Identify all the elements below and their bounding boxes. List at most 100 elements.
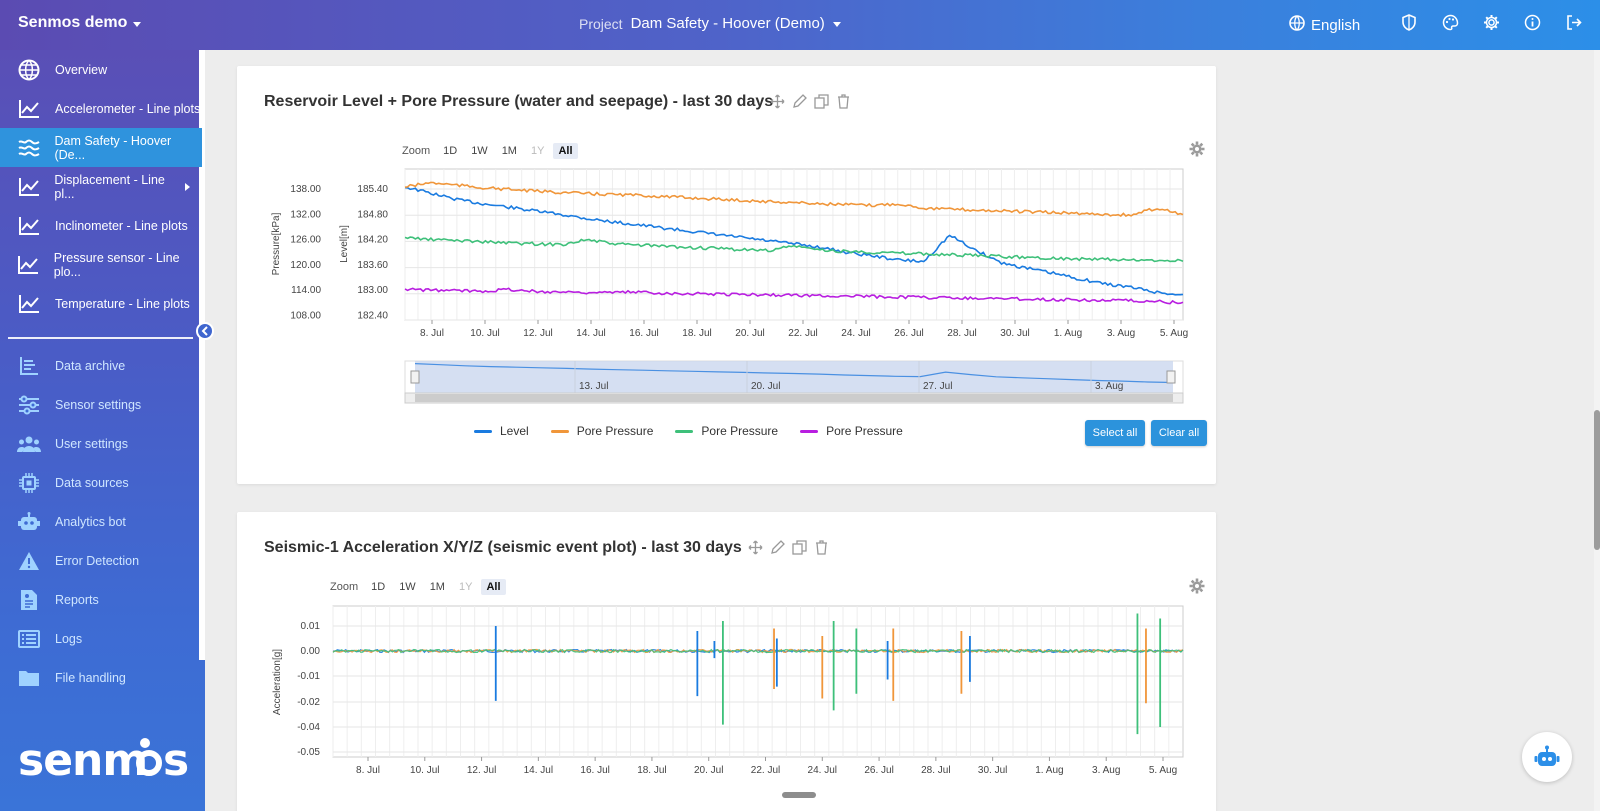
x-tick-label: 24. Jul [841,328,870,339]
y-axis-label: Acceleration[g] [272,649,283,715]
chart-settings-gear-icon[interactable] [1189,141,1205,157]
list-icon [17,627,41,651]
shield-icon[interactable] [1400,13,1418,31]
senmos-logo: senm s [18,735,189,796]
y-left-tick-label: 126.00 [290,235,321,246]
x-tick-label: 12. Jul [467,765,496,776]
sidebar-item-accelerometer[interactable]: Accelerometer - Line plots [0,89,202,128]
zoom-1m-button[interactable]: 1M [429,581,445,593]
chart-settings-gear-icon[interactable] [1189,578,1205,594]
legend-item-pore-pressure-3[interactable]: Pore Pressure [800,424,903,438]
clear-all-button[interactable]: Clear all [1151,420,1207,446]
sidebar-item-logs[interactable]: Logs [0,619,202,658]
gear-icon[interactable] [1482,13,1500,31]
project-selector[interactable]: Project Dam Safety - Hoover (Demo) [579,15,841,32]
edit-icon[interactable] [769,539,785,555]
x-tick-label: 10. Jul [470,328,499,339]
sidebar-item-label: Displacement - Line pl... [54,172,165,201]
legend-item-pore-pressure-1[interactable]: Pore Pressure [550,424,653,438]
x-tick-label: 20. Jul [735,328,764,339]
sidebar-item-user-settings[interactable]: User settings [0,424,202,463]
navigator-series [414,363,1174,384]
move-icon[interactable] [747,539,763,555]
workspace-name: Senmos demo [18,14,128,31]
navigator-label: 13. Jul [579,381,608,392]
chat-bot-button[interactable] [1522,732,1572,782]
horizontal-scroll-handle[interactable] [782,792,816,798]
logout-icon[interactable] [1564,13,1582,31]
reservoir-chart[interactable]: 138.00 132.00 126.00 120.00 114.00 108.00 185.… [237,66,1216,484]
x-tick-label: 8. Jul [356,765,380,776]
select-all-button[interactable]: Select all [1085,420,1145,446]
zoom-all-button[interactable]: All [481,579,506,595]
sidebar-item-data-archive[interactable]: Data archive [0,346,202,385]
sidebar-item-data-sources[interactable]: Data sources [0,463,202,502]
series-line-0 [404,186,1184,296]
sidebar-item-label: Sensor settings [55,397,142,412]
zoom-controls: Zoom 1D 1W 1M 1Y All [330,579,506,595]
legend-item-pore-pressure-2[interactable]: Pore Pressure [675,424,778,438]
card-title: Reservoir Level + Pore Pressure (water a… [264,93,774,110]
workspace-selector[interactable]: Senmos demo [18,14,142,32]
page-scrollbar-thumb[interactable] [1594,410,1600,550]
x-tick-label: 30. Jul [1000,328,1029,339]
seismic-chart[interactable]: 0.01 0.00 -0.01 -0.02 -0.04 -0.05 Acceleration… [237,512,1216,811]
y-level-tick-label: 183.60 [357,260,388,271]
sidebar-item-label: Reports [55,592,99,607]
trash-icon[interactable] [813,539,829,555]
y-left-tick-label: 132.00 [290,209,321,220]
x-tick-label: 26. Jul [864,765,893,776]
legend-item-level[interactable]: Level [474,424,529,438]
line-chart-icon [17,214,41,238]
sidebar-scrollbar[interactable] [199,50,205,660]
globe-icon [17,58,41,82]
copy-icon[interactable] [791,539,807,555]
trash-icon[interactable] [835,93,851,109]
sidebar-item-overview[interactable]: Overview [0,50,202,89]
zoom-all-button[interactable]: All [553,143,578,159]
chart-card-reservoir: Reservoir Level + Pore Pressure (water a… [237,66,1216,484]
top-bar: Senmos demo Project Dam Safety - Hoover … [0,0,1600,50]
x-tick-label: 22. Jul [751,765,780,776]
sidebar-item-displacement[interactable]: Displacement - Line pl... [0,167,202,206]
zoom-1d-button[interactable]: 1D [443,145,458,157]
zoom-1w-button[interactable]: 1W [399,581,416,593]
navigator-scrollbar-thumb [415,394,1173,402]
y-tick-label: -0.04 [297,722,320,733]
x-tick-label: 28. Jul [947,328,976,339]
y-left-tick-label: 108.00 [290,311,321,322]
sidebar-item-inclinometer[interactable]: Inclinometer - Line plots [0,206,202,245]
y-level-tick-label: 185.40 [357,184,388,195]
info-icon[interactable] [1523,13,1541,31]
sidebar-item-reports[interactable]: Reports [0,580,202,619]
language-selector[interactable]: English [1289,15,1360,35]
y-left-axis-label: Pressure[kPa] [271,212,282,275]
sidebar-item-analytics-bot[interactable]: Analytics bot [0,502,202,541]
globe-icon [1289,15,1305,35]
sidebar-item-temperature[interactable]: Temperature - Line plots [0,284,202,323]
sidebar-item-sensor-settings[interactable]: Sensor settings [0,385,202,424]
card-title: Seismic-1 Acceleration X/Y/Z (seismic ev… [264,539,742,556]
sidebar-item-error-detection[interactable]: Error Detection [0,541,202,580]
y-tick-label: -0.02 [297,697,320,708]
svg-text:s: s [163,735,188,785]
chevron-right-icon[interactable] [185,182,190,191]
chevron-down-icon [133,21,142,27]
sidebar-collapse-button[interactable] [196,322,214,340]
zoom-1d-button[interactable]: 1D [371,581,386,593]
zoom-1m-button[interactable]: 1M [501,145,517,157]
sidebar-item-pressure-sensor[interactable]: Pressure sensor - Line plo... [0,245,202,284]
chevron-down-icon [832,22,841,27]
zoom-1w-button[interactable]: 1W [471,145,488,157]
zoom-1y-button: 1Y [530,145,545,157]
x-tick-label: 30. Jul [978,765,1007,776]
y-tick-label: -0.01 [297,671,320,682]
copy-icon[interactable] [813,93,829,109]
palette-icon[interactable] [1441,13,1459,31]
edit-icon[interactable] [791,93,807,109]
move-icon[interactable] [769,93,785,109]
sidebar-item-label: Error Detection [55,553,140,568]
sidebar-item-file-handling[interactable]: File handling [0,658,202,697]
chart-card-seismic: Seismic-1 Acceleration X/Y/Z (seismic ev… [237,512,1216,811]
sidebar-item-dam-safety[interactable]: Dam Safety - Hoover (De... [0,128,202,167]
